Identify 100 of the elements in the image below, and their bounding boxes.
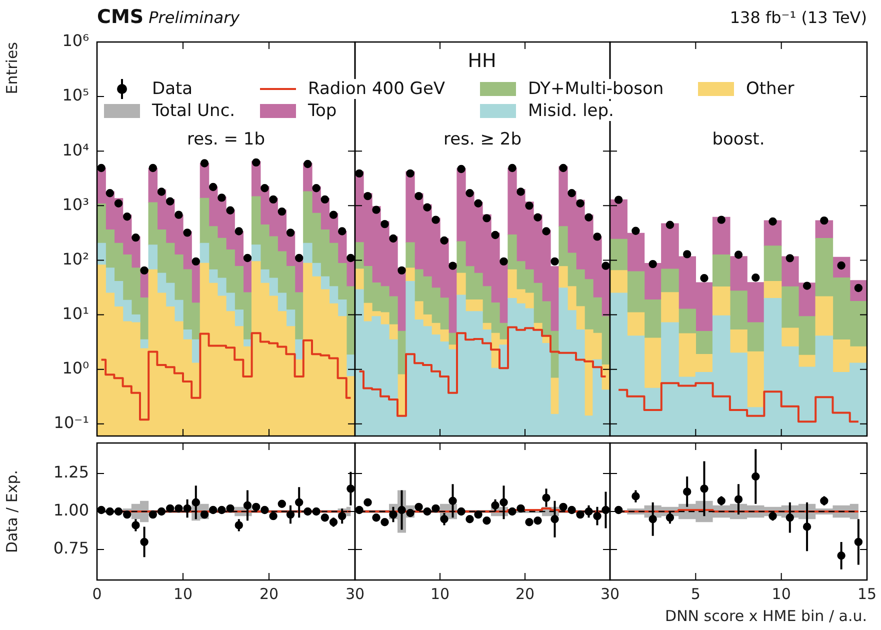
point	[802, 282, 812, 290]
point	[614, 196, 623, 204]
point	[820, 216, 828, 225]
point	[457, 164, 466, 174]
point	[192, 257, 200, 266]
y-tick-label: 10⁻¹	[54, 413, 89, 432]
y-tick-label: 10²	[62, 249, 89, 268]
point	[278, 207, 286, 216]
annotation: res. = 1b	[187, 129, 265, 150]
point	[148, 164, 157, 172]
point	[717, 216, 726, 224]
point	[389, 234, 398, 243]
bar	[781, 328, 799, 348]
point	[132, 233, 140, 242]
point	[364, 192, 372, 200]
point	[500, 257, 508, 266]
point	[457, 507, 466, 516]
y-tick-label: 1.00	[53, 500, 89, 520]
point	[114, 507, 123, 516]
annotation: HH	[466, 50, 498, 72]
point	[123, 510, 132, 519]
bar	[406, 242, 415, 268]
bar	[406, 268, 415, 282]
point	[148, 510, 157, 519]
point	[269, 512, 278, 520]
bar	[764, 281, 782, 299]
point	[602, 262, 610, 270]
legend-label: DY+Multi-boson	[526, 79, 666, 99]
point	[312, 184, 320, 192]
point	[295, 254, 304, 262]
y-tick-label: 10³	[62, 194, 89, 214]
point	[786, 254, 794, 262]
x-tick-label: 0	[92, 584, 102, 603]
point	[260, 506, 269, 514]
point	[114, 199, 123, 208]
point	[380, 220, 389, 228]
bar	[712, 254, 730, 288]
bar	[661, 292, 679, 323]
point	[432, 504, 440, 513]
legend-label: Data	[150, 79, 195, 99]
bar	[303, 242, 312, 264]
point	[106, 189, 114, 198]
bar	[712, 286, 730, 316]
point	[218, 194, 226, 202]
x-tick-label: 30	[345, 584, 365, 603]
point	[278, 500, 286, 508]
point	[474, 199, 482, 208]
x-axis-title: DNN score x HME bin / a.u.	[665, 606, 867, 625]
bar	[644, 338, 662, 389]
legend-label: Radion 400 GeV	[306, 79, 448, 99]
point	[516, 504, 525, 513]
point	[106, 507, 114, 516]
point	[174, 504, 183, 513]
bar	[712, 216, 730, 256]
bar	[661, 268, 679, 293]
point	[525, 202, 534, 210]
point	[174, 210, 183, 219]
point	[768, 217, 777, 226]
point	[482, 516, 491, 525]
point	[260, 184, 269, 192]
point	[140, 266, 148, 275]
bar	[764, 246, 782, 282]
y-tick-label: 10⁵	[62, 86, 89, 105]
point	[209, 506, 218, 514]
point	[614, 506, 623, 514]
point	[508, 164, 516, 172]
text: Total Unc.	[150, 101, 238, 121]
point	[200, 510, 209, 519]
point	[406, 169, 414, 178]
bar	[148, 244, 158, 270]
point	[414, 192, 423, 200]
point	[329, 210, 338, 219]
point	[491, 230, 500, 240]
point	[700, 274, 708, 282]
point	[355, 169, 364, 178]
legend-label: Top	[306, 101, 339, 121]
y-tick-label: 10⁶	[62, 31, 89, 50]
point	[559, 164, 568, 172]
point	[364, 498, 372, 506]
y-axis-title: Entries	[2, 42, 21, 94]
point	[269, 195, 278, 204]
legend-label: Other	[744, 79, 796, 99]
point	[525, 518, 534, 526]
text: 138 fb⁻¹ (13 TeV)	[730, 8, 867, 27]
point	[559, 502, 568, 512]
point	[380, 518, 389, 526]
point	[226, 504, 234, 513]
point	[584, 213, 593, 222]
point	[226, 206, 234, 214]
bar	[815, 296, 834, 336]
point	[752, 274, 760, 282]
point	[414, 502, 423, 512]
point	[474, 510, 482, 519]
point	[568, 506, 576, 514]
y-tick-label: 10¹	[62, 304, 89, 323]
bar	[200, 242, 210, 264]
point	[648, 260, 657, 268]
point	[666, 220, 674, 229]
x-tick-label: 20	[259, 584, 279, 603]
point	[406, 508, 414, 518]
